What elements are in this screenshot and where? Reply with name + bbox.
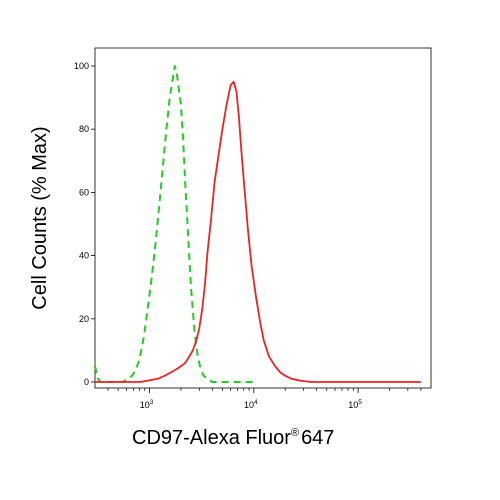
x-tick-label-exponent: 3 — [150, 399, 154, 406]
x-axis-title-main: CD97-Alexa Fluor — [132, 427, 291, 449]
isotype-control-line — [94, 65, 254, 383]
x-axis-title: CD97-Alexa Fluor® 647 — [132, 427, 334, 449]
x-tick-label-exponent: 5 — [358, 399, 362, 406]
y-tick-label: 80 — [79, 124, 89, 134]
plot-frame — [94, 47, 432, 389]
x-tick-label: 103 — [140, 399, 154, 410]
x-tick-label: 105 — [348, 399, 362, 410]
x-tick-label-exponent: 4 — [254, 399, 258, 406]
y-tick-label: 100 — [74, 61, 89, 71]
x-tick-label-base: 10 — [244, 400, 254, 410]
x-axis-title-registered-mark: ® — [291, 427, 299, 439]
x-axis: 103 104 105 — [107, 388, 422, 410]
x-tick-label: 104 — [244, 399, 258, 410]
series-layer — [94, 65, 421, 383]
y-axis-title: Cell Counts (% Max) — [29, 126, 51, 309]
x-axis-title-suffix: 647 — [301, 427, 334, 449]
x-tick-label-base: 10 — [348, 400, 358, 410]
y-tick-label: 20 — [79, 314, 89, 324]
y-tick-label: 60 — [79, 187, 89, 197]
y-axis: 0 20 40 60 80 100 — [74, 61, 95, 387]
y-tick-label: 40 — [79, 251, 89, 261]
cd97-stained-line — [95, 80, 421, 383]
x-tick-label-base: 10 — [140, 400, 150, 410]
y-tick-label: 0 — [84, 377, 89, 387]
